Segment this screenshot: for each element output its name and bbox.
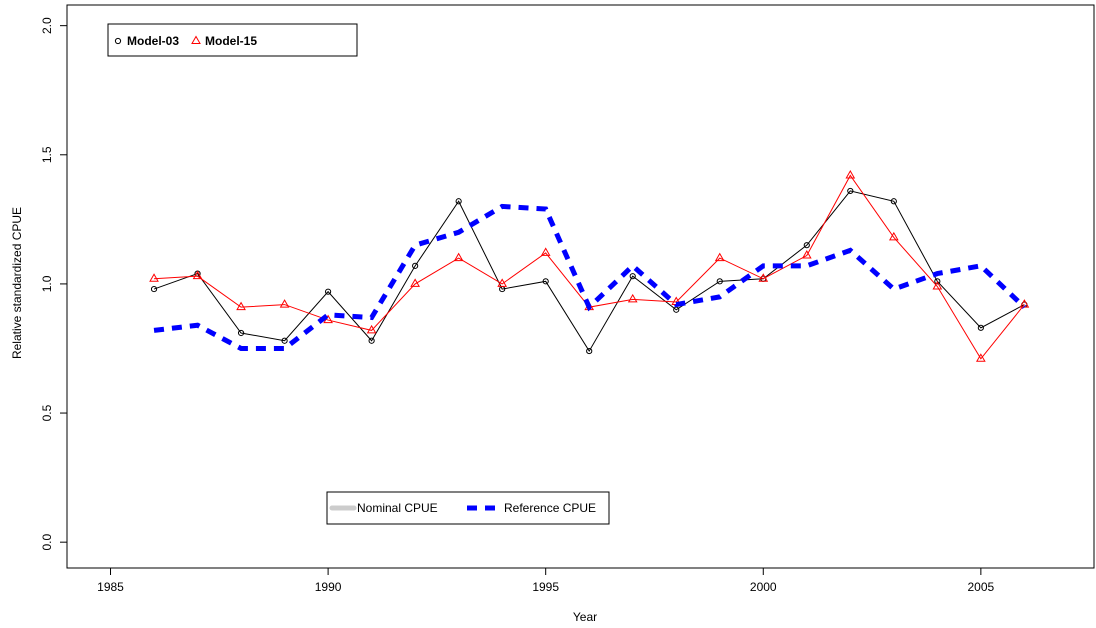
point [325,288,332,295]
legend-label: Model-03 [127,34,179,48]
point [279,299,290,308]
point [150,285,158,293]
point [890,198,897,205]
y-tick-label: 1.0 [40,275,54,292]
point [149,273,159,282]
series-line [153,203,1027,351]
point [236,301,246,311]
point [542,278,549,285]
legend-label: Reference CPUE [504,501,596,515]
x-tick-label: 1985 [97,580,124,594]
point [586,347,593,355]
point [453,252,464,262]
point [847,187,854,195]
y-tick-label: 0.5 [40,404,54,421]
y-tick-label: 0.0 [40,534,54,551]
point [540,247,551,256]
point [368,337,375,344]
point [975,353,986,362]
x-tick-label: 1990 [315,580,342,594]
point [192,270,203,280]
point [629,273,636,280]
point [932,280,943,290]
legend-marker [191,35,201,44]
point [455,198,462,205]
y-tick-label: 2.0 [40,17,54,34]
x-axis-label: Year [573,610,597,624]
point [845,169,856,179]
point [801,250,812,259]
point [237,329,245,337]
x-tick-label: 2000 [750,580,777,594]
legend [107,23,358,57]
y-tick-label: 1.5 [40,146,54,163]
legend-marker [114,37,122,45]
legend-label: Model-15 [205,34,257,48]
point [716,278,723,285]
point [714,252,725,262]
y-axis-label: Relative standardized CPUE [10,207,24,359]
x-tick-label: 1995 [532,580,559,594]
point [934,278,941,285]
legend-label: Nominal CPUE [357,501,438,515]
point [673,306,680,313]
plot-box [66,4,1095,569]
series-line [154,174,1025,360]
point [412,262,419,269]
point [888,231,899,241]
series-line [153,190,1025,353]
point [497,278,508,287]
point [803,242,810,249]
point [366,324,377,334]
point [977,324,984,331]
point [627,293,638,303]
point [758,273,769,282]
point [281,337,288,344]
point [410,278,420,287]
x-tick-label: 2005 [968,580,995,594]
